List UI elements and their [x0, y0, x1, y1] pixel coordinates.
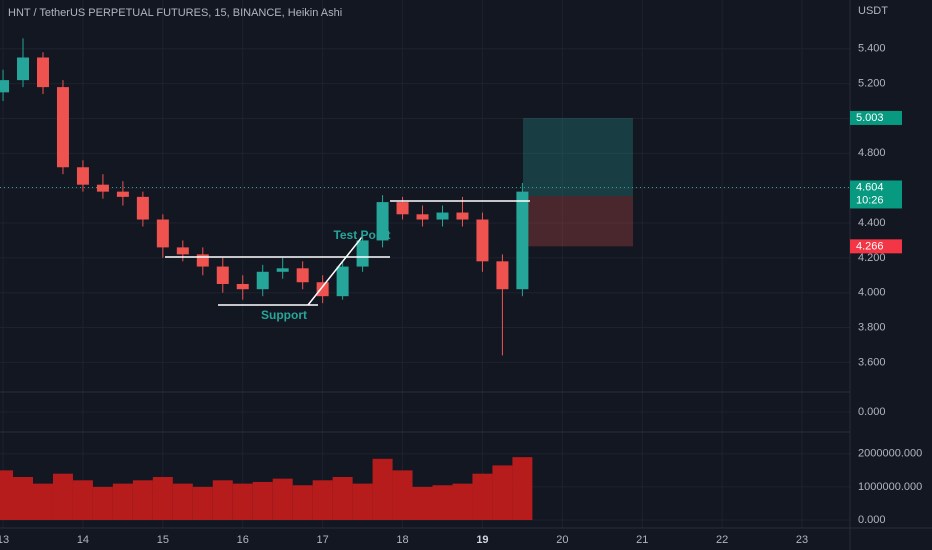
candle-body	[436, 212, 449, 220]
candle-body	[76, 167, 89, 185]
candle-body	[256, 271, 269, 290]
candle-body	[236, 283, 249, 290]
volume-bar	[252, 481, 273, 520]
volume-bar	[32, 483, 53, 520]
volume-bar	[312, 480, 333, 520]
volume-bar	[292, 485, 313, 520]
candle-body	[0, 80, 10, 93]
candle-body	[56, 87, 69, 168]
candle-body	[416, 214, 429, 220]
volume-bar	[172, 483, 193, 520]
candle-body	[136, 196, 149, 220]
x-tick-label: 14	[77, 534, 89, 546]
volume-bar	[392, 470, 413, 520]
x-tick-label: 21	[636, 534, 648, 546]
y-tick-label: 3.600	[858, 356, 886, 368]
price-label-box	[850, 180, 902, 209]
y-tick-label: 5.400	[858, 43, 886, 55]
y-tick-label: 4.200	[858, 252, 886, 264]
trend-line	[307, 236, 363, 306]
x-tick-label: 18	[396, 534, 408, 546]
volume-bar	[472, 473, 493, 520]
volume-bar	[112, 483, 133, 520]
y-tick-label: 0.000	[858, 514, 886, 526]
annotation: Support	[261, 308, 307, 322]
candle-body	[36, 57, 49, 88]
volume-bar	[432, 485, 453, 520]
x-tick-label: 20	[556, 534, 568, 546]
volume-bar	[92, 486, 113, 520]
y-tick-label: 3.800	[858, 321, 886, 333]
price-label-box	[850, 110, 902, 125]
y-tick-label: 4.400	[858, 217, 886, 229]
annotation: Test Point	[333, 228, 390, 242]
candle-body	[516, 191, 529, 290]
drawings	[165, 200, 530, 306]
volume-bar	[512, 457, 533, 520]
volume-bar	[192, 486, 213, 520]
candle-body	[476, 219, 489, 262]
candle-body	[156, 219, 169, 248]
candle-body	[336, 266, 349, 297]
volume-bar	[232, 483, 253, 520]
volume-bar	[452, 483, 473, 520]
price-label: 4.604	[856, 181, 884, 193]
x-tick-label: 19	[476, 534, 488, 546]
volume-bar	[52, 473, 73, 520]
y-tick-label: 4.800	[858, 147, 886, 159]
candle-body	[116, 191, 129, 197]
price-label: 5.003	[856, 112, 884, 124]
volume-bar	[372, 458, 393, 520]
volume-bar	[0, 470, 14, 520]
volume-bar	[412, 486, 433, 520]
candle-body	[396, 202, 409, 215]
volume-bar	[272, 478, 293, 520]
x-tick-label: 22	[716, 534, 728, 546]
volume-bar	[13, 476, 33, 520]
candle-body	[496, 261, 509, 290]
y-tick-label: 4.000	[858, 287, 886, 299]
grid	[0, 0, 850, 528]
y-tick-label: 5.200	[858, 78, 886, 90]
candle-body	[456, 212, 469, 220]
candle-body	[316, 282, 329, 297]
volume-bar	[152, 476, 173, 520]
x-tick-label: 17	[317, 534, 329, 546]
x-tick-label: 16	[237, 534, 249, 546]
y-tick-label: 2000000.000	[858, 448, 922, 460]
price-label: 4.266	[856, 240, 884, 252]
volume-bar	[352, 483, 373, 520]
candle-body	[176, 247, 189, 255]
volume-bar	[332, 476, 353, 520]
candle-body	[376, 202, 389, 241]
x-tick-label: 15	[157, 534, 169, 546]
y-tick-label: 0.000	[858, 406, 886, 418]
candle-body	[196, 254, 209, 267]
candle-body	[17, 57, 30, 81]
volume-bar	[212, 480, 233, 520]
countdown: 10:26	[856, 194, 884, 206]
candle-body	[296, 268, 309, 283]
marks	[0, 38, 850, 520]
volume-bar	[72, 480, 93, 520]
x-tick-label: 23	[796, 534, 808, 546]
volume-bar	[492, 465, 513, 520]
y-tick-label: 1000000.000	[858, 481, 922, 493]
candle-body	[96, 184, 109, 192]
candle-body	[356, 240, 369, 267]
stop-zone	[523, 196, 633, 247]
candle-body	[276, 268, 289, 272]
price-label-box	[850, 239, 902, 254]
x-tick-label: 13	[0, 534, 9, 546]
chart-title: HNT / TetherUS PERPETUAL FUTURES, 15, BI…	[8, 7, 342, 19]
candle-body	[216, 266, 229, 284]
currency: USDT	[858, 5, 888, 17]
volume-bar	[132, 480, 153, 520]
target-zone	[523, 117, 633, 196]
